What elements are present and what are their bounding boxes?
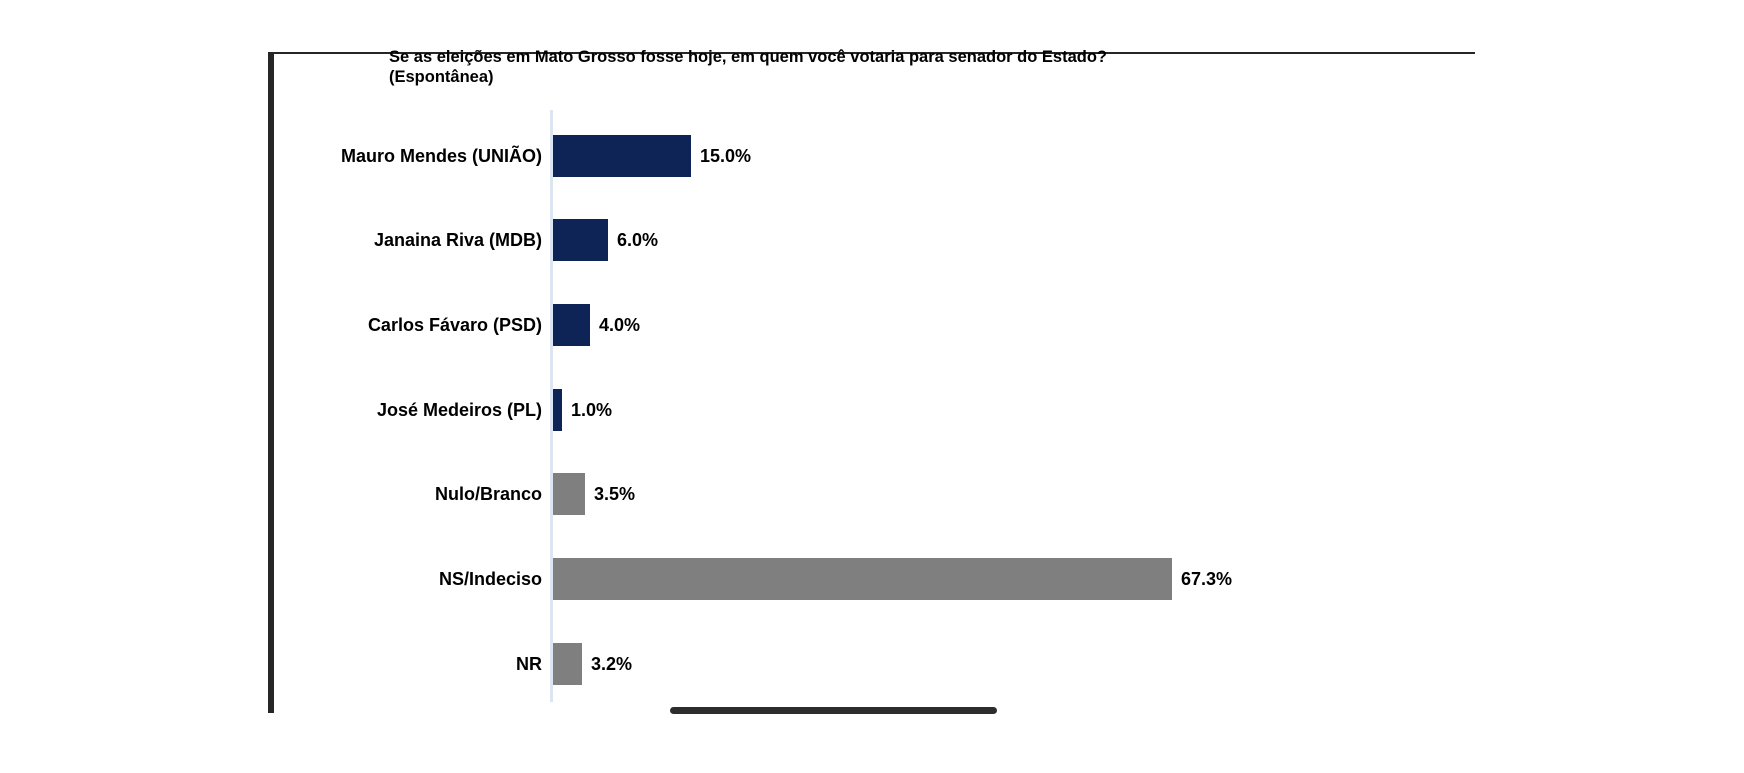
value-label: 3.5% [594, 484, 636, 505]
bar-1 [553, 134, 691, 177]
category-label: NS/Indeciso [438, 569, 542, 589]
category-label: Carlos Fávaro (PSD) [367, 314, 542, 335]
chart-title: Se as eleições em Mato Grosso fosse hoje… [389, 48, 1107, 86]
category-label: NR [516, 653, 542, 674]
value-label: 3.2% [591, 653, 633, 674]
value-label: 4.0% [599, 314, 641, 335]
value-label: 67.3% [1181, 569, 1233, 589]
bar-5 [553, 473, 585, 516]
top-border-line [268, 52, 1475, 54]
value-label: 1.0% [571, 399, 613, 420]
category-label: Janaina Riva (MDB) [373, 230, 542, 251]
category-label: José Medeiros (PL) [376, 399, 542, 420]
bar-7 [553, 642, 582, 685]
value-label: 6.0% [617, 230, 659, 251]
bar-2 [553, 219, 608, 262]
bottom-decoration-bar [670, 707, 997, 714]
category-label: Nulo/Branco [434, 484, 542, 505]
bar-4 [553, 388, 562, 431]
bar-3 [553, 303, 590, 346]
left-border-bar [268, 52, 274, 713]
bar-6 [553, 558, 1172, 600]
category-axis-line [550, 110, 553, 702]
category-label: Mauro Mendes (UNIÃO) [340, 145, 542, 166]
value-label: 15.0% [700, 145, 752, 166]
